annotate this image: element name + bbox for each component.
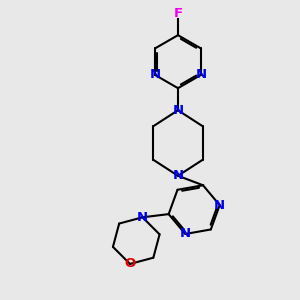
Text: O: O — [124, 257, 136, 270]
Text: N: N — [180, 227, 191, 241]
Text: N: N — [149, 68, 161, 81]
Text: N: N — [137, 211, 148, 224]
Text: N: N — [195, 68, 206, 81]
Text: N: N — [172, 169, 184, 182]
Text: F: F — [173, 7, 182, 20]
Text: N: N — [172, 104, 184, 117]
Text: N: N — [214, 199, 225, 212]
